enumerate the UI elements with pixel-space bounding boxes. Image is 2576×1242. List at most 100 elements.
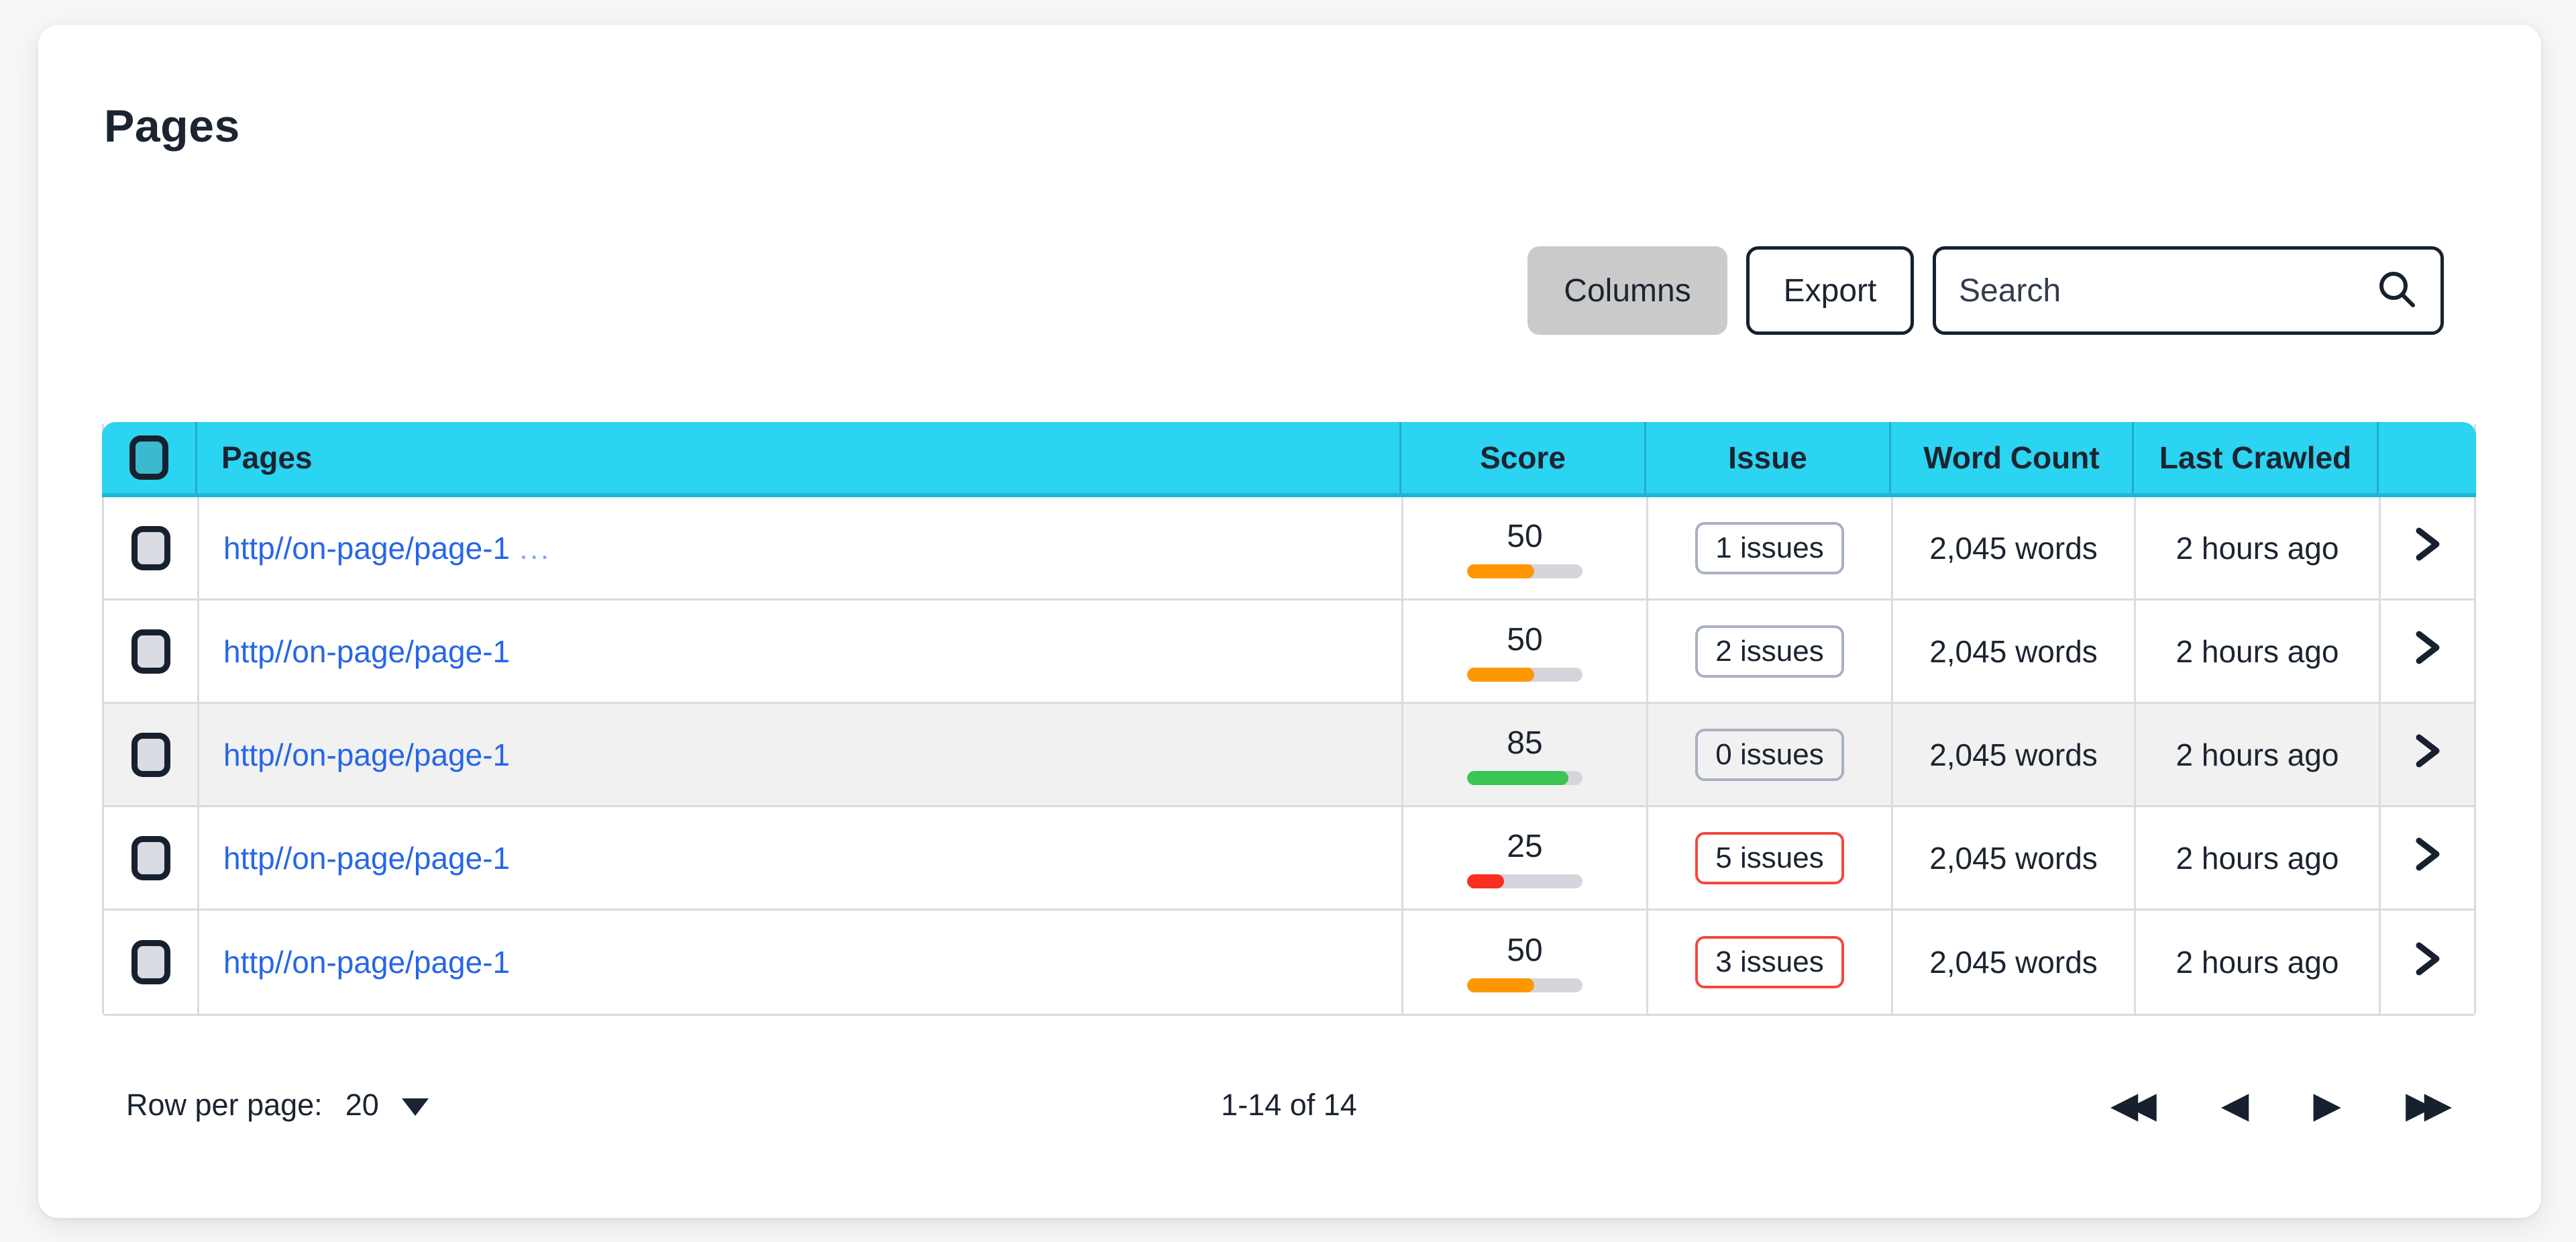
rows-per-page-caret-icon[interactable]: [401, 1098, 429, 1116]
row-checkbox[interactable]: [131, 940, 170, 984]
score-bar-track: [1467, 770, 1582, 785]
score-bar-track: [1467, 874, 1582, 888]
page-url-link[interactable]: http//on-page/page-1: [223, 737, 511, 772]
row-checkbox-cell: [104, 601, 199, 702]
issue-cell: 1 issues: [1648, 497, 1893, 599]
header-pages[interactable]: Pages: [197, 422, 1401, 493]
row-expand-cell: [2381, 807, 2474, 909]
score-bar-track: [1467, 978, 1582, 992]
header-last-crawled[interactable]: Last Crawled: [2134, 422, 2379, 493]
score-cell: 50: [1403, 497, 1648, 599]
search-input[interactable]: [1959, 272, 2363, 309]
score-value: 50: [1507, 621, 1543, 658]
page-url-cell: http//on-page/page-1 ...: [199, 497, 1403, 599]
score-bar-fill: [1467, 770, 1569, 785]
rows-per-page: Row per page: 20: [102, 1088, 429, 1123]
row-expand-cell: [2381, 911, 2474, 1014]
row-checkbox[interactable]: [131, 835, 170, 880]
table-row: http//on-page/page-1 ... 50 1 issues 2,0…: [104, 497, 2474, 601]
row-checkbox[interactable]: [131, 732, 170, 777]
header-word-count[interactable]: Word Count: [1891, 422, 2134, 493]
header-score[interactable]: Score: [1401, 422, 1646, 493]
page-title: Pages: [104, 101, 240, 152]
page-url-link[interactable]: http//on-page/page-1: [223, 530, 511, 566]
score-bar-fill: [1467, 667, 1534, 682]
url-truncation-ellipsis: ...: [519, 530, 551, 566]
first-page-icon[interactable]: ◀◀: [2110, 1084, 2157, 1126]
columns-button[interactable]: Columns: [1527, 246, 1727, 335]
chevron-right-icon[interactable]: [2411, 524, 2445, 572]
search-icon[interactable]: [2376, 268, 2418, 313]
score-bar-track: [1467, 667, 1582, 682]
score-cell: 50: [1403, 911, 1648, 1014]
table-row: http//on-page/page-1 50 2 issues 2,045 w…: [104, 601, 2474, 704]
select-all-checkbox[interactable]: [129, 435, 168, 480]
word-count-cell: 2,045 words: [1893, 807, 2136, 909]
word-count-cell: 2,045 words: [1893, 704, 2136, 805]
header-actions-cell: [2379, 422, 2472, 493]
score-cell: 25: [1403, 807, 1648, 909]
row-expand-cell: [2381, 497, 2474, 599]
pagination-bar: 1-14 of 14 Row per page: 20 ◀◀ ◀ ▶ ▶▶: [102, 1068, 2476, 1142]
chevron-right-icon[interactable]: [2411, 731, 2445, 778]
row-checkbox[interactable]: [131, 629, 170, 674]
score-cell: 85: [1403, 704, 1648, 805]
page-url-cell: http//on-page/page-1: [199, 807, 1403, 909]
export-button-label: Export: [1783, 272, 1877, 309]
table-row: http//on-page/page-1 50 3 issues 2,045 w…: [104, 911, 2474, 1014]
chevron-right-icon[interactable]: [2411, 627, 2445, 675]
score-value: 85: [1507, 725, 1543, 761]
page-url-cell: http//on-page/page-1: [199, 704, 1403, 805]
table-header-row: Pages Score Issue Word Count Last Crawle…: [102, 422, 2476, 497]
last-crawled-cell: 2 hours ago: [2136, 601, 2381, 702]
last-page-icon[interactable]: ▶▶: [2405, 1084, 2452, 1126]
page-url-cell: http//on-page/page-1: [199, 601, 1403, 702]
row-checkbox-cell: [104, 807, 199, 909]
last-crawled-cell: 2 hours ago: [2136, 704, 2381, 805]
rows-per-page-label: Row per page:: [126, 1088, 323, 1122]
header-issue[interactable]: Issue: [1646, 422, 1891, 493]
score-value: 25: [1507, 828, 1543, 864]
row-checkbox-cell: [104, 704, 199, 805]
previous-page-icon[interactable]: ◀: [2220, 1084, 2249, 1126]
table-row: http//on-page/page-1 25 5 issues 2,045 w…: [104, 807, 2474, 911]
word-count-cell: 2,045 words: [1893, 911, 2136, 1014]
issue-cell: 5 issues: [1648, 807, 1893, 909]
chevron-right-icon[interactable]: [2411, 834, 2445, 882]
page-url-link[interactable]: http//on-page/page-1: [223, 633, 511, 669]
page-url-link[interactable]: http//on-page/page-1: [223, 840, 511, 876]
search-box: [1933, 246, 2444, 335]
issue-cell: 3 issues: [1648, 911, 1893, 1014]
columns-button-label: Columns: [1564, 272, 1691, 309]
issue-cell: 0 issues: [1648, 704, 1893, 805]
score-value: 50: [1507, 933, 1543, 968]
score-cell: 50: [1403, 601, 1648, 702]
chevron-right-icon[interactable]: [2411, 939, 2445, 986]
score-value: 50: [1507, 518, 1543, 554]
score-bar-fill: [1467, 564, 1534, 578]
issues-badge[interactable]: 5 issues: [1695, 831, 1844, 884]
score-bar-fill: [1467, 874, 1505, 888]
table-toolbar: Columns Export: [1527, 246, 2444, 335]
score-bar-track: [1467, 564, 1582, 578]
score-bar-fill: [1467, 978, 1534, 992]
last-crawled-cell: 2 hours ago: [2136, 807, 2381, 909]
row-checkbox-cell: [104, 497, 199, 599]
issue-cell: 2 issues: [1648, 601, 1893, 702]
rows-per-page-value[interactable]: 20: [345, 1088, 379, 1122]
row-checkbox-cell: [104, 911, 199, 1014]
pages-table: Pages Score Issue Word Count Last Crawle…: [102, 422, 2476, 1016]
pagination-range: 1-14 of 14: [1221, 1088, 1357, 1122]
page-url-link[interactable]: http//on-page/page-1: [223, 945, 511, 980]
issues-badge[interactable]: 1 issues: [1695, 521, 1844, 574]
last-crawled-cell: 2 hours ago: [2136, 497, 2381, 599]
issues-badge[interactable]: 2 issues: [1695, 625, 1844, 678]
row-expand-cell: [2381, 601, 2474, 702]
pages-panel: Pages Columns Export Pages Score Issue: [38, 25, 2541, 1218]
export-button[interactable]: Export: [1746, 246, 1914, 335]
next-page-icon[interactable]: ▶: [2313, 1084, 2341, 1126]
row-checkbox[interactable]: [131, 525, 170, 570]
issues-badge[interactable]: 3 issues: [1695, 936, 1844, 988]
issues-badge[interactable]: 0 issues: [1695, 728, 1844, 781]
word-count-cell: 2,045 words: [1893, 497, 2136, 599]
